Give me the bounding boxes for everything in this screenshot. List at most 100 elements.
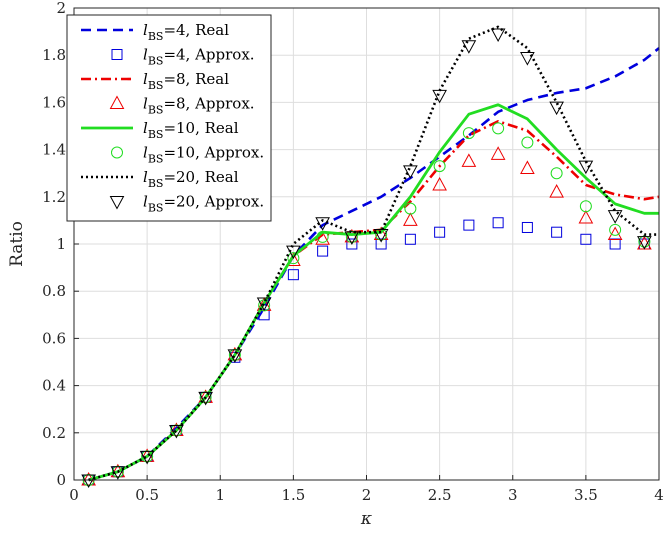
- data-point: [549, 101, 564, 116]
- legend-label-sub: BS: [148, 153, 164, 166]
- x-tick-label: 3.5: [574, 486, 598, 504]
- legend-label-sub: BS: [148, 128, 164, 141]
- y-tick-label: 1: [56, 235, 66, 253]
- data-point: [520, 52, 535, 66]
- legend-label-l: l: [143, 46, 148, 64]
- y-axis-label: Ratio: [7, 221, 27, 267]
- data-point: [609, 223, 622, 236]
- data-point: [110, 466, 126, 480]
- data-point: [404, 233, 416, 245]
- tick-layer: 0 0.5 1 1.5 2 2.5 3 3.5 4 0 0.2 0.4 0.6 0.8 1 1.2 1.4 1.6…: [42, 0, 664, 504]
- data-point: [463, 219, 475, 231]
- legend-label: lBS=10, Real: [143, 119, 239, 141]
- legend-marker: [111, 49, 123, 60]
- data-point: [609, 238, 621, 250]
- data-point: [579, 200, 592, 213]
- legend-marker: [111, 146, 123, 159]
- data-point: [637, 236, 652, 250]
- data-point: [492, 122, 505, 135]
- legend-label-rest: =20, Real: [163, 168, 238, 186]
- x-axis-label: κ: [360, 509, 372, 529]
- data-point: [316, 230, 329, 243]
- x-tick-label: 2: [362, 486, 372, 504]
- data-point: [432, 176, 447, 191]
- data-point: [315, 217, 330, 231]
- x-tick-label: 0: [69, 486, 79, 504]
- y-tick-label: 2: [56, 0, 66, 17]
- data-point: [287, 269, 299, 281]
- legend-label-rest: =8, Real: [163, 70, 229, 88]
- legend-label-sub: BS: [148, 177, 164, 190]
- y-tick-label: 0.2: [42, 424, 66, 442]
- data-point: [521, 221, 533, 233]
- data-point: [550, 167, 563, 180]
- legend-label-rest: =4, Approx.: [163, 46, 254, 64]
- legend-label-sub: BS: [148, 104, 164, 117]
- data-point: [256, 297, 272, 312]
- data-point: [404, 202, 417, 215]
- data-point: [492, 217, 504, 229]
- legend-label-rest: =10, Real: [163, 119, 238, 137]
- x-tick-label: 1: [215, 486, 225, 504]
- data-point: [227, 349, 243, 363]
- legend-label-l: l: [143, 70, 148, 88]
- data-point: [433, 160, 446, 173]
- legend-label-rest: =20, Approx.: [163, 193, 264, 211]
- data-point: [315, 231, 330, 245]
- x-tick-label: 1.5: [281, 486, 305, 504]
- data-point: [607, 226, 623, 241]
- legend-label-l: l: [143, 168, 148, 186]
- series-markers-7: [81, 28, 652, 489]
- series-layer: [81, 25, 660, 489]
- data-point: [521, 136, 534, 149]
- legend-label-rest: =4, Real: [163, 21, 229, 39]
- legend-label: lBS=20, Real: [143, 168, 239, 190]
- y-tick-label: 1.8: [42, 46, 66, 64]
- data-point: [169, 424, 184, 439]
- data-point: [578, 209, 594, 224]
- y-tick-label: 0.8: [42, 282, 66, 300]
- y-tick-label: 1.2: [42, 188, 66, 206]
- data-point: [434, 226, 446, 238]
- x-tick-label: 4: [654, 486, 664, 504]
- data-point: [520, 160, 535, 174]
- series-line-4: [88, 103, 659, 482]
- legend-label-l: l: [143, 193, 148, 211]
- legend-marker: [109, 196, 125, 210]
- legend-label-rest: =10, Approx.: [163, 144, 264, 162]
- legend-label-l: l: [143, 95, 148, 113]
- data-point: [461, 40, 477, 54]
- y-tick-label: 0: [56, 471, 66, 489]
- legend-label-l: l: [143, 119, 148, 137]
- legend-label: lBS=20, Approx.: [143, 193, 264, 215]
- legend-label-rest: =8, Approx.: [163, 95, 254, 113]
- x-tick-label: 2.5: [428, 486, 452, 504]
- x-tick-label: 0.5: [135, 486, 159, 504]
- legend-box: [66, 14, 272, 222]
- data-point: [462, 127, 475, 140]
- legend-label-l: l: [143, 144, 148, 162]
- legend-label: lBS=8, Real: [143, 70, 229, 92]
- legend-label: lBS=4, Real: [143, 21, 229, 43]
- legend-label-sub: BS: [148, 202, 164, 215]
- data-point: [81, 474, 96, 489]
- data-point: [461, 153, 477, 167]
- legend-label-l: l: [143, 21, 148, 39]
- data-point: [139, 450, 155, 465]
- data-point: [344, 231, 360, 245]
- data-point: [375, 238, 387, 250]
- legend-marker: [109, 95, 125, 109]
- data-point: [607, 210, 623, 224]
- data-point: [286, 245, 301, 260]
- data-point: [580, 233, 592, 245]
- y-tick-label: 1.4: [42, 141, 66, 159]
- legend-label-sub: BS: [148, 30, 164, 43]
- data-point: [549, 184, 564, 198]
- legend-label: lBS=8, Approx.: [143, 95, 255, 117]
- data-point: [403, 212, 418, 226]
- data-point: [432, 89, 447, 104]
- data-point: [403, 165, 418, 179]
- data-point: [317, 245, 329, 257]
